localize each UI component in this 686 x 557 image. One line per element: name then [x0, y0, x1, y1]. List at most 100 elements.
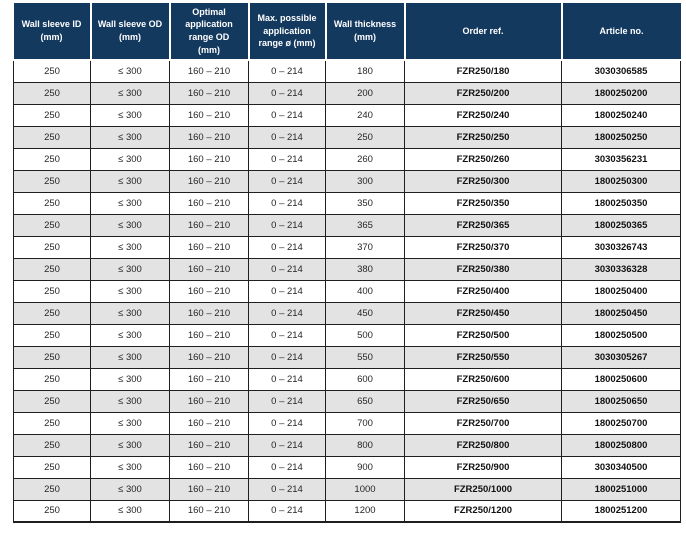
table-row: 250 ≤ 300 160 – 210 0 – 214 800 FZR250/800 180…	[13, 433, 681, 457]
cell-wall-sleeve-od: ≤ 300	[90, 235, 170, 259]
cell-wall-sleeve-id: 250	[13, 367, 91, 391]
cell-order-ref: FZR250/1200	[404, 499, 562, 523]
cell-wall-sleeve-id: 250	[13, 455, 91, 479]
cell-optimal-range-od: 160 – 210	[169, 367, 249, 391]
cell-order-ref: FZR250/370	[404, 235, 562, 259]
cell-wall-sleeve-id: 250	[13, 323, 91, 347]
cell-article-no: 1800250600	[561, 367, 681, 391]
cell-wall-sleeve-od: ≤ 300	[90, 455, 170, 479]
cell-wall-sleeve-id: 250	[13, 345, 91, 369]
cell-article-no: 1800250500	[561, 323, 681, 347]
cell-optimal-range-od: 160 – 210	[169, 81, 249, 105]
cell-article-no: 3030336328	[561, 257, 681, 281]
cell-max-range: 0 – 214	[248, 433, 326, 457]
cell-wall-thickness: 900	[325, 455, 405, 479]
cell-wall-sleeve-id: 250	[13, 103, 91, 127]
cell-order-ref: FZR250/550	[404, 345, 562, 369]
cell-wall-sleeve-id: 250	[13, 125, 91, 149]
cell-max-range: 0 – 214	[248, 191, 326, 215]
cell-wall-sleeve-id: 250	[13, 59, 91, 83]
cell-optimal-range-od: 160 – 210	[169, 477, 249, 501]
cell-optimal-range-od: 160 – 210	[169, 433, 249, 457]
cell-wall-thickness: 240	[325, 103, 405, 127]
cell-optimal-range-od: 160 – 210	[169, 499, 249, 523]
cell-wall-thickness: 300	[325, 169, 405, 193]
table-row: 250 ≤ 300 160 – 210 0 – 214 200 FZR250/200 180…	[13, 81, 681, 105]
cell-wall-thickness: 1000	[325, 477, 405, 501]
cell-max-range: 0 – 214	[248, 103, 326, 127]
cell-max-range: 0 – 214	[248, 147, 326, 171]
cell-article-no: 1800250300	[561, 169, 681, 193]
cell-wall-sleeve-od: ≤ 300	[90, 213, 170, 237]
cell-wall-thickness: 180	[325, 59, 405, 83]
cell-wall-thickness: 600	[325, 367, 405, 391]
table-row: 250 ≤ 300 160 – 210 0 – 214 240 FZR250/240 180…	[13, 103, 681, 127]
cell-article-no: 1800250200	[561, 81, 681, 105]
cell-max-range: 0 – 214	[248, 345, 326, 369]
header-wall-sleeve-id: Wall sleeve ID (mm)	[13, 3, 91, 61]
cell-max-range: 0 – 214	[248, 169, 326, 193]
cell-order-ref: FZR250/380	[404, 257, 562, 281]
cell-optimal-range-od: 160 – 210	[169, 191, 249, 215]
cell-wall-sleeve-id: 250	[13, 279, 91, 303]
cell-article-no: 1800250800	[561, 433, 681, 457]
cell-max-range: 0 – 214	[248, 81, 326, 105]
cell-order-ref: FZR250/300	[404, 169, 562, 193]
table-row: 250 ≤ 300 160 – 210 0 – 214 700 FZR250/700 180…	[13, 411, 681, 435]
cell-order-ref: FZR250/900	[404, 455, 562, 479]
table-row: 250 ≤ 300 160 – 210 0 – 214 900 FZR250/900 303…	[13, 455, 681, 479]
cell-wall-sleeve-od: ≤ 300	[90, 345, 170, 369]
cell-max-range: 0 – 214	[248, 257, 326, 281]
cell-max-range: 0 – 214	[248, 125, 326, 149]
cell-max-range: 0 – 214	[248, 301, 326, 325]
cell-max-range: 0 – 214	[248, 59, 326, 83]
cell-order-ref: FZR250/260	[404, 147, 562, 171]
cell-article-no: 1800250365	[561, 213, 681, 237]
cell-wall-thickness: 400	[325, 279, 405, 303]
table-row: 250 ≤ 300 160 – 210 0 – 214 180 FZR250/180 303…	[13, 59, 681, 83]
cell-optimal-range-od: 160 – 210	[169, 257, 249, 281]
cell-wall-sleeve-id: 250	[13, 169, 91, 193]
cell-wall-sleeve-id: 250	[13, 191, 91, 215]
cell-wall-thickness: 370	[325, 235, 405, 259]
cell-order-ref: FZR250/700	[404, 411, 562, 435]
table-row: 250 ≤ 300 160 – 210 0 – 214 260 FZR250/260 303…	[13, 147, 681, 171]
cell-wall-sleeve-od: ≤ 300	[90, 81, 170, 105]
cell-wall-thickness: 1200	[325, 499, 405, 523]
cell-order-ref: FZR250/650	[404, 389, 562, 413]
cell-article-no: 1800250240	[561, 103, 681, 127]
cell-max-range: 0 – 214	[248, 411, 326, 435]
cell-wall-sleeve-od: ≤ 300	[90, 257, 170, 281]
cell-wall-sleeve-od: ≤ 300	[90, 411, 170, 435]
cell-order-ref: FZR250/200	[404, 81, 562, 105]
table-row: 250 ≤ 300 160 – 210 0 – 214 300 FZR250/300 180…	[13, 169, 681, 193]
cell-wall-thickness: 380	[325, 257, 405, 281]
cell-order-ref: FZR250/365	[404, 213, 562, 237]
cell-wall-sleeve-id: 250	[13, 411, 91, 435]
cell-wall-sleeve-od: ≤ 300	[90, 301, 170, 325]
cell-optimal-range-od: 160 – 210	[169, 389, 249, 413]
cell-article-no: 3030326743	[561, 235, 681, 259]
cell-wall-sleeve-id: 250	[13, 477, 91, 501]
table-body: 250 ≤ 300 160 – 210 0 – 214 180 FZR250/180 303…	[13, 59, 681, 523]
header-wall-thickness: Wall thickness (mm)	[324, 3, 405, 61]
table-row: 250 ≤ 300 160 – 210 0 – 214 650 FZR250/650 180…	[13, 389, 681, 413]
header-optimal-application-range: Optimal application range OD (mm)	[168, 3, 249, 61]
cell-wall-sleeve-od: ≤ 300	[90, 477, 170, 501]
cell-article-no: 1800250650	[561, 389, 681, 413]
cell-wall-thickness: 450	[325, 301, 405, 325]
cell-wall-sleeve-id: 250	[13, 213, 91, 237]
cell-wall-sleeve-od: ≤ 300	[90, 389, 170, 413]
cell-order-ref: FZR250/500	[404, 323, 562, 347]
cell-optimal-range-od: 160 – 210	[169, 59, 249, 83]
cell-order-ref: FZR250/450	[404, 301, 562, 325]
table-row: 250 ≤ 300 160 – 210 0 – 214 500 FZR250/500 180…	[13, 323, 681, 347]
cell-max-range: 0 – 214	[248, 477, 326, 501]
cell-wall-sleeve-od: ≤ 300	[90, 367, 170, 391]
cell-article-no: 3030356231	[561, 147, 681, 171]
cell-wall-sleeve-id: 250	[13, 257, 91, 281]
cell-wall-sleeve-od: ≤ 300	[90, 125, 170, 149]
cell-wall-sleeve-od: ≤ 300	[90, 191, 170, 215]
cell-wall-thickness: 350	[325, 191, 405, 215]
header-wall-sleeve-od: Wall sleeve OD (mm)	[89, 3, 170, 61]
